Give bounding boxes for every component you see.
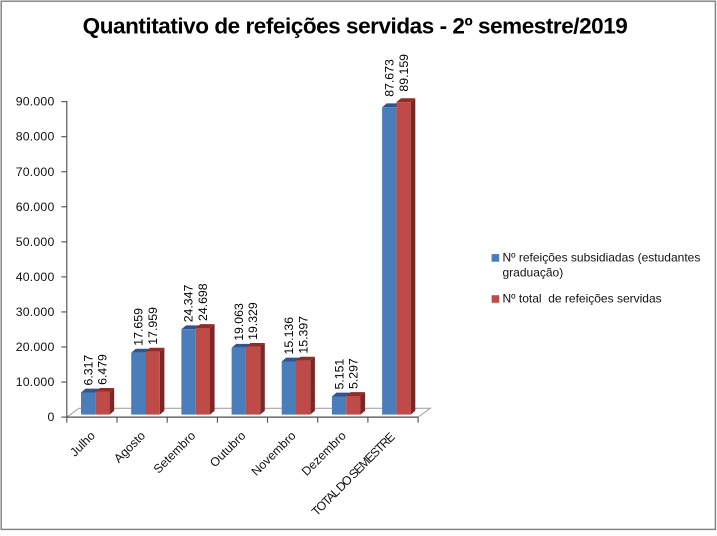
svg-text:6.479: 6.479 (96, 354, 110, 385)
svg-text:40.000: 40.000 (16, 270, 55, 284)
svg-text:5.151: 5.151 (332, 359, 346, 390)
svg-text:15.397: 15.397 (296, 316, 310, 354)
svg-text:70.000: 70.000 (16, 165, 55, 179)
svg-text:17.959: 17.959 (146, 307, 160, 345)
svg-text:Quantitativo de refeições serv: Quantitativo de refeições servidas - 2º … (83, 14, 628, 39)
svg-text:89.159: 89.159 (397, 54, 411, 92)
svg-text:90.000: 90.000 (16, 95, 55, 109)
svg-text:10.000: 10.000 (16, 375, 55, 389)
svg-text:19.329: 19.329 (246, 302, 260, 340)
svg-text:19.063: 19.063 (232, 303, 246, 341)
svg-text:5.297: 5.297 (347, 358, 361, 389)
svg-text:Nº total de refeições servida: Nº total de refeições servidas (503, 292, 662, 306)
svg-text:20.000: 20.000 (16, 340, 55, 354)
svg-text:50.000: 50.000 (16, 235, 55, 249)
svg-text:Nº refeições subsidiadas (estu: Nº refeições subsidiadas (estudantes (503, 251, 701, 265)
svg-text:0: 0 (47, 410, 54, 424)
svg-text:24.698: 24.698 (196, 283, 210, 321)
svg-text:24.347: 24.347 (182, 285, 196, 323)
svg-text:80.000: 80.000 (16, 130, 55, 144)
svg-text:6.317: 6.317 (81, 355, 95, 386)
svg-text:87.673: 87.673 (383, 59, 397, 97)
svg-text:15.136: 15.136 (282, 317, 296, 355)
svg-text:60.000: 60.000 (16, 200, 55, 214)
svg-text:graduação): graduação) (503, 266, 564, 280)
svg-text:17.659: 17.659 (132, 308, 146, 346)
svg-text:30.000: 30.000 (16, 305, 55, 319)
